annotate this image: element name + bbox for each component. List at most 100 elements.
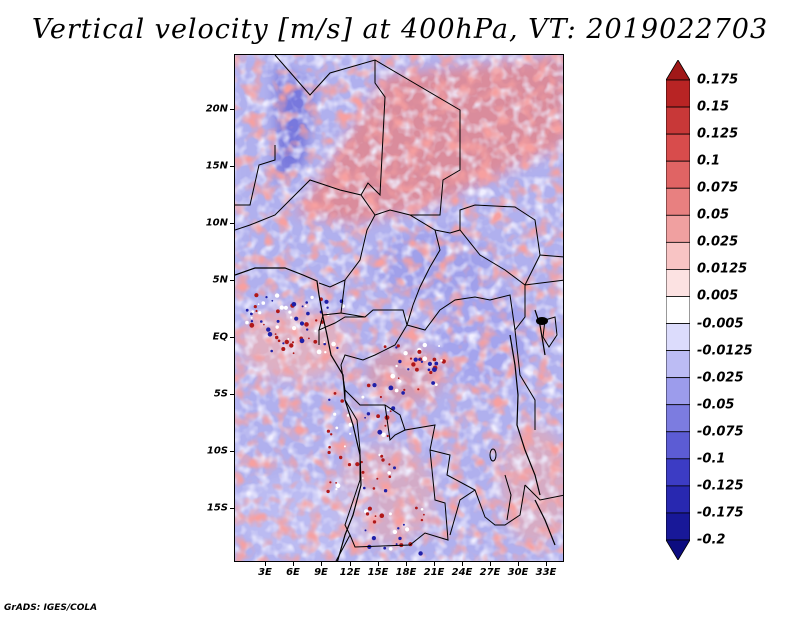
speckle <box>392 529 398 535</box>
speckle <box>306 328 309 331</box>
speckle <box>390 373 396 379</box>
speckle <box>328 445 331 449</box>
speckle <box>440 359 443 362</box>
speckle <box>398 359 402 364</box>
speckle <box>261 301 266 305</box>
speckle <box>388 512 392 516</box>
lon-label: 21E <box>423 567 445 578</box>
lon-label: 6E <box>286 567 300 578</box>
speckle <box>415 506 418 510</box>
colorbar-swatch <box>666 269 690 297</box>
speckle <box>363 486 366 490</box>
speckle <box>274 333 277 335</box>
colorbar-label: 0.125 <box>697 126 739 142</box>
speckle <box>270 349 273 353</box>
speckle <box>276 319 280 323</box>
speckle <box>283 305 288 310</box>
speckle <box>427 368 431 372</box>
speckle <box>331 341 336 347</box>
speckle <box>388 475 392 479</box>
lon-tick <box>546 562 547 566</box>
lat-tick <box>230 223 234 224</box>
map-panel <box>234 54 564 562</box>
speckle <box>427 361 432 366</box>
speckle <box>364 529 367 532</box>
colorbar-swatch <box>666 431 690 460</box>
speckle <box>432 357 437 362</box>
convective-speckles <box>245 293 446 556</box>
colorbar-swatch <box>666 60 690 81</box>
speckle <box>339 455 343 460</box>
speckle <box>397 527 400 530</box>
lon-label: 12E <box>339 567 361 578</box>
speckle <box>335 488 338 491</box>
speckle <box>372 487 376 490</box>
lon-label: 3E <box>258 567 272 578</box>
lon-tick <box>293 562 294 566</box>
speckle <box>245 320 249 325</box>
speckle <box>418 358 421 361</box>
speckle <box>366 412 371 416</box>
speckle <box>308 337 310 340</box>
coastline <box>235 267 556 561</box>
colorbar-label: -0.075 <box>697 424 744 440</box>
speckle <box>413 357 418 362</box>
lat-label: 15N <box>205 160 228 172</box>
colorbar-label: -0.2 <box>697 532 726 548</box>
speckle <box>276 309 280 314</box>
speckle <box>323 342 326 346</box>
colorbar-label: -0.125 <box>697 478 744 494</box>
lon-label: 33E <box>535 567 557 578</box>
speckle <box>330 433 333 436</box>
colorbar-swatch <box>666 377 690 406</box>
speckle <box>275 325 279 329</box>
speckle <box>379 395 382 399</box>
speckle <box>326 429 330 433</box>
lakes <box>489 316 558 521</box>
speckle <box>326 489 330 494</box>
speckle <box>327 450 331 455</box>
colorbar-swatch <box>666 296 690 324</box>
speckle <box>360 460 363 464</box>
lon-tick <box>518 562 519 566</box>
speckle <box>393 466 396 470</box>
speckle <box>387 409 389 412</box>
speckle <box>376 477 379 480</box>
speckle <box>266 327 271 332</box>
field-texture-red <box>235 55 563 561</box>
colorbar-label: 0.175 <box>697 72 739 88</box>
speckle <box>304 305 307 308</box>
speckle <box>384 424 387 427</box>
lon-tick <box>490 562 491 566</box>
speckle <box>290 316 293 319</box>
lon-tick <box>321 562 322 566</box>
country-borders <box>235 55 563 561</box>
colorbar-swatch <box>666 214 690 243</box>
lon-tick <box>406 562 407 566</box>
speckle <box>333 392 337 395</box>
speckle <box>250 312 253 316</box>
speckle <box>402 523 405 526</box>
speckle <box>310 295 314 300</box>
colorbar-label: -0.005 <box>697 316 744 332</box>
speckle <box>249 322 255 328</box>
speckle <box>389 410 392 413</box>
speckle <box>277 339 281 343</box>
colorbar-label: -0.175 <box>697 505 744 521</box>
speckle <box>255 309 258 313</box>
speckle <box>260 320 263 323</box>
speckle <box>398 536 402 541</box>
colorbar-label: 0.025 <box>697 234 739 250</box>
speckle <box>443 360 446 362</box>
lon-label: 18E <box>395 567 417 578</box>
speckle <box>299 321 305 326</box>
lat-label: 5N <box>212 274 228 286</box>
colorbar-swatch <box>666 323 690 351</box>
colorbar-swatch <box>666 79 690 108</box>
speckle <box>323 341 326 344</box>
colorbar <box>666 60 690 560</box>
speckle <box>288 310 292 314</box>
speckle <box>434 361 439 366</box>
lat-label: 5S <box>213 388 228 400</box>
lon-label: 24E <box>451 567 473 578</box>
